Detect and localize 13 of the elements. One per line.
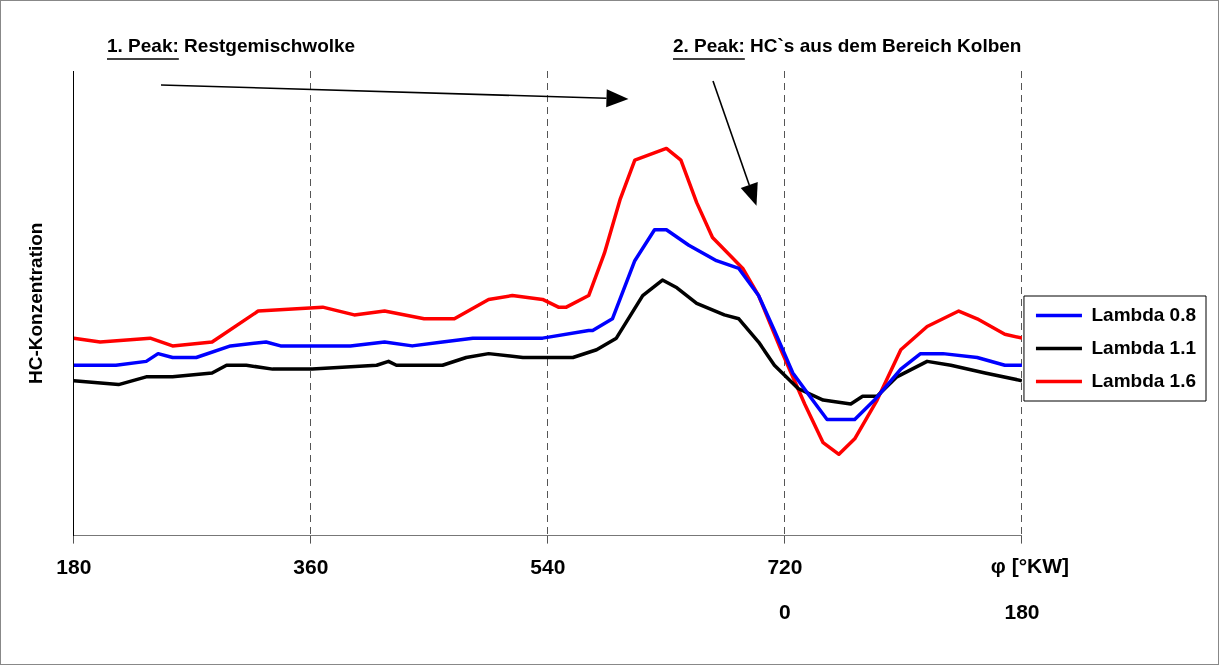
x2-tick-label: 0 xyxy=(779,600,791,624)
x-axis-title: φ [°KW] xyxy=(990,554,1070,578)
legend-label: Lambda 1.1 xyxy=(1091,336,1197,358)
x-tick-label: 540 xyxy=(530,555,566,578)
text: 2. Peak: HC`s aus dem Bereich Kolben xyxy=(673,35,1022,57)
legend-label: Lambda 0.8 xyxy=(1091,303,1197,325)
x-tick-label: 360 xyxy=(293,555,329,578)
x2-tick-label: 180 xyxy=(1004,600,1040,624)
text: 1. Peak: Restgemischwolke xyxy=(107,35,356,57)
y-axis-title: HC-Konzentration xyxy=(24,222,46,385)
x-tick-label: 180 xyxy=(56,555,92,578)
legend-label: Lambda 1.6 xyxy=(1091,369,1197,391)
x-tick-label: 720 xyxy=(767,555,803,578)
